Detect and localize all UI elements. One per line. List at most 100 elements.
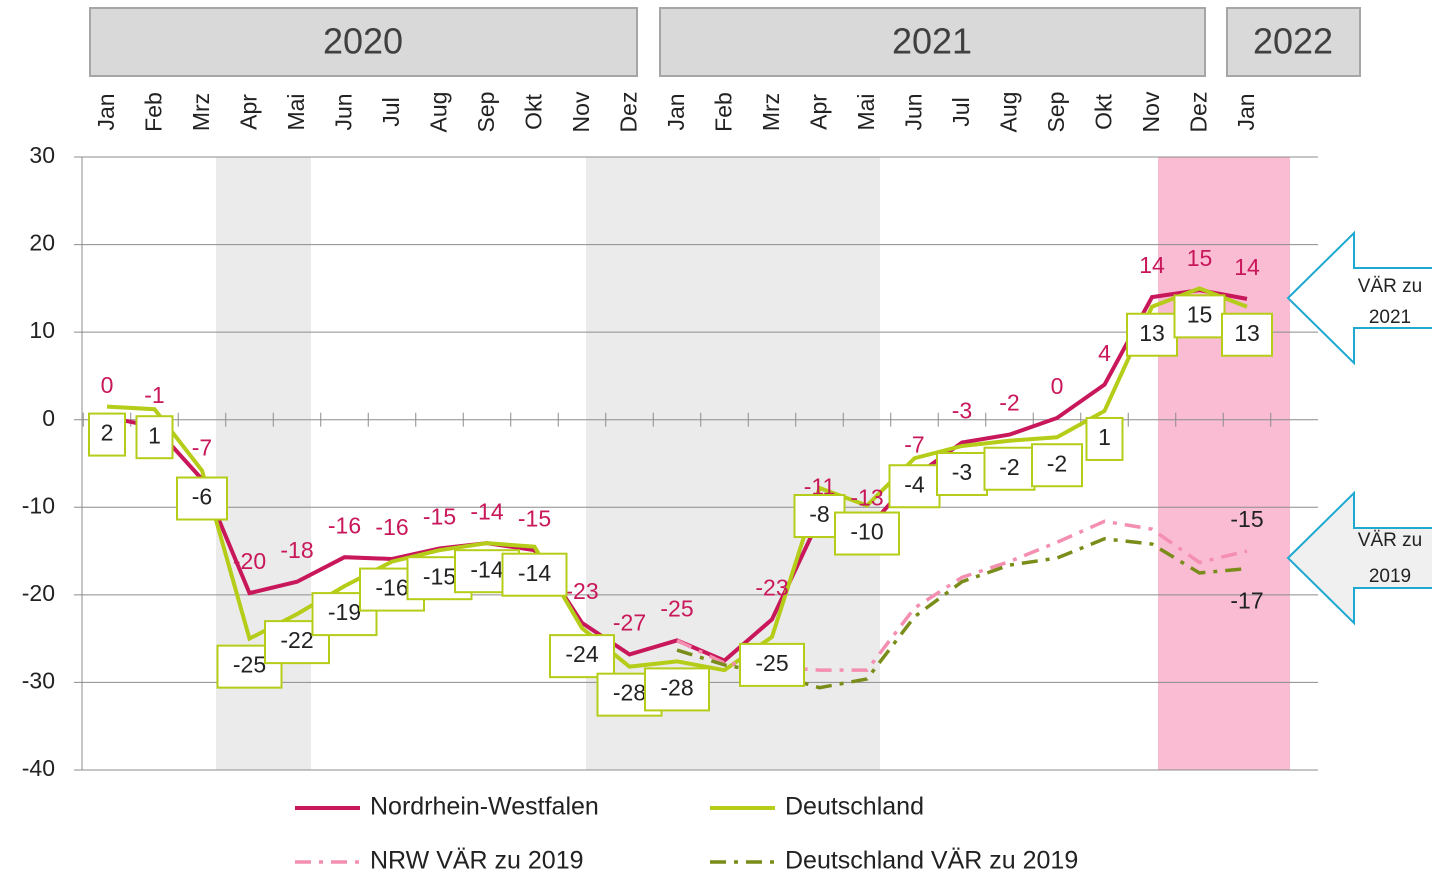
data-label-box (88, 412, 126, 457)
year-label: 2021 (892, 21, 972, 62)
data-label: -1 (144, 382, 164, 408)
data-label: 0 (1051, 373, 1064, 399)
data-label: -18 (280, 537, 313, 563)
data-label: -15 (518, 505, 551, 531)
data-label: -13 (850, 484, 883, 510)
data-label: 2 (101, 420, 114, 446)
data-label-box (549, 634, 615, 679)
data-label: -15 (1230, 506, 1263, 532)
data-label: -17 (1230, 588, 1263, 614)
y-tick-label: 20 (29, 230, 55, 256)
year-label: 2022 (1253, 21, 1333, 62)
data-label: 15 (1187, 301, 1213, 327)
x-tick-label: Sep (473, 92, 499, 133)
data-label: -7 (192, 434, 212, 460)
data-label-box (739, 642, 805, 687)
x-tick-label: Jun (331, 93, 357, 130)
data-label: -28 (660, 674, 693, 700)
data-label: -2 (999, 454, 1019, 480)
arrow (1286, 490, 1432, 626)
data-label-box (834, 511, 900, 556)
annotation: 2019 (1369, 566, 1411, 587)
data-label-box (1126, 312, 1178, 357)
data-label: 1 (148, 422, 161, 448)
data-label-box (135, 415, 174, 460)
legend-label: Deutschland (785, 793, 924, 821)
y-tick-label: -30 (22, 668, 55, 694)
data-label: -22 (280, 627, 313, 653)
data-label: -19 (328, 599, 361, 625)
data-label: -2 (999, 390, 1019, 416)
data-label: -7 (904, 432, 924, 458)
data-label-box (1031, 443, 1083, 488)
data-label: 4 (1098, 340, 1111, 366)
y-tick-label: -10 (22, 492, 55, 518)
data-label-box (644, 667, 710, 712)
year-box (89, 7, 638, 77)
data-label: -24 (565, 641, 598, 667)
data-label: -3 (952, 398, 972, 424)
x-tick-label: Mrz (758, 93, 784, 131)
data-label: -14 (518, 560, 551, 586)
data-label: -16 (375, 575, 408, 601)
y-tick-label: -40 (22, 755, 55, 781)
x-tick-label: Jul (948, 97, 974, 126)
data-label-box (888, 464, 941, 509)
data-label: -3 (952, 459, 972, 485)
data-label-box (176, 476, 228, 521)
year-label: 2020 (323, 21, 403, 62)
data-label: -27 (613, 609, 646, 635)
data-label: -25 (233, 652, 266, 678)
data-label: -20 (233, 548, 266, 574)
x-tick-label: Jan (1233, 93, 1259, 130)
x-tick-label: Apr (236, 94, 262, 130)
data-label: 1 (1098, 424, 1111, 450)
data-label: -16 (375, 514, 408, 540)
annotation: VÄR zu (1358, 276, 1422, 297)
data-label: -28 (613, 680, 646, 706)
year-box (1226, 7, 1361, 77)
data-label: 15 (1187, 245, 1213, 271)
year-boxes: 2020 2021 2022 (89, 7, 1361, 77)
x-tick-label: Nov (568, 91, 594, 132)
data-label-box (1221, 312, 1273, 357)
data-label: -2 (1047, 450, 1067, 476)
data-label: -25 (755, 650, 788, 676)
x-tick-label: Okt (521, 94, 547, 130)
x-tick-label: Okt (1091, 94, 1117, 130)
x-tick-label: Mrz (188, 93, 214, 131)
x-tick-label: Aug (996, 92, 1022, 133)
data-label: -23 (755, 574, 788, 600)
y-tick-label: 10 (29, 317, 55, 343)
arrow (1286, 230, 1432, 366)
x-tick-label: Sep (1043, 92, 1069, 133)
annotation: 2021 (1369, 307, 1411, 328)
annotation-arrows: VÄR zu 2021 VÄR zu 2019 (1286, 230, 1432, 626)
x-tick-label: Dez (1186, 92, 1212, 133)
data-label: -6 (192, 484, 212, 510)
data-label: -16 (328, 512, 361, 538)
data-label-box (1085, 416, 1124, 461)
data-label: 13 (1139, 320, 1165, 346)
x-tick-label: Apr (806, 94, 832, 130)
x-tick-label: Jul (378, 97, 404, 126)
x-tick-label: Dez (616, 92, 642, 133)
data-label: 13 (1234, 320, 1260, 346)
x-tick-label: Feb (711, 92, 737, 132)
series-line (106, 288, 1248, 663)
data-label: -8 (809, 501, 829, 527)
shade (1158, 157, 1290, 770)
x-tick-label: Aug (426, 92, 452, 133)
data-label: -15 (423, 504, 456, 530)
data-label: 14 (1234, 254, 1260, 280)
x-tick-label: Jun (901, 93, 927, 130)
data-label-box (501, 552, 568, 597)
series-line (106, 286, 1248, 673)
x-tick-label: Feb (141, 92, 167, 132)
data-label: -15 (423, 563, 456, 589)
data-label: 0 (101, 372, 114, 398)
x-tick-label: Nov (1138, 91, 1164, 132)
data-label: -4 (904, 471, 925, 497)
legend-label: NRW VÄR zu 2019 (370, 847, 584, 875)
